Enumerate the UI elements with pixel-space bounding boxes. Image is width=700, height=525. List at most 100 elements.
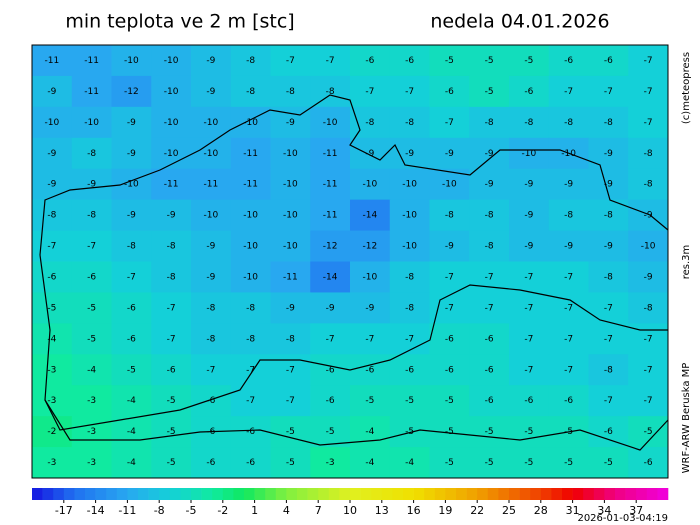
cell-value: -8 xyxy=(326,87,335,97)
cell-value: -10 xyxy=(283,180,298,190)
cell-value: -8 xyxy=(167,272,176,282)
cell-value: -6 xyxy=(365,365,374,375)
cell-value: -8 xyxy=(286,87,295,97)
grid-cell xyxy=(32,261,73,293)
grid-cell xyxy=(389,137,430,170)
colorbar-tick-label: -2 xyxy=(217,504,228,517)
grid-cell xyxy=(310,354,351,386)
grid-cell xyxy=(509,230,550,262)
grid-cell xyxy=(270,168,311,201)
cell-value: -8 xyxy=(405,303,414,313)
grid-cell xyxy=(230,168,271,201)
grid-cell xyxy=(230,323,271,355)
grid-cell xyxy=(548,230,589,262)
colorbar-segment xyxy=(530,488,542,500)
grid-cell xyxy=(389,385,430,417)
grid-cell xyxy=(270,137,311,170)
grid-cell xyxy=(111,199,152,232)
cell-value: -9 xyxy=(524,180,533,190)
grid-cell xyxy=(469,230,510,262)
colorbar-segment xyxy=(286,488,298,500)
colorbar-segment xyxy=(381,488,393,500)
cell-value: -9 xyxy=(524,211,533,221)
grid-cell xyxy=(628,230,669,262)
grid-cell xyxy=(509,106,550,139)
cell-value: -10 xyxy=(164,118,179,128)
grid-cell xyxy=(429,354,470,386)
grid-cell xyxy=(469,292,510,324)
grid-cell xyxy=(230,230,271,262)
cell-value: -6 xyxy=(445,334,454,344)
grid-cell xyxy=(270,292,311,324)
grid-cell xyxy=(32,199,73,232)
grid-cell xyxy=(71,168,112,201)
cell-value: -8 xyxy=(87,149,96,159)
grid-cell xyxy=(509,261,550,293)
grid-cell xyxy=(389,75,430,108)
grid-cell xyxy=(71,261,112,293)
cell-value: -5 xyxy=(485,458,494,468)
grid-cell xyxy=(270,385,311,417)
cell-value: -4 xyxy=(47,334,56,344)
grid-cell xyxy=(32,354,73,386)
cell-value: -3 xyxy=(326,458,335,468)
timestamp: 2026-01-03-04:19 xyxy=(577,513,668,524)
cell-value: -10 xyxy=(243,272,258,282)
grid-cell xyxy=(588,106,629,139)
grid-cell xyxy=(429,137,470,170)
cell-value: -6 xyxy=(326,396,335,406)
grid-cell xyxy=(32,447,73,479)
border-line xyxy=(39,254,668,431)
grid-cell xyxy=(469,45,510,77)
grid-cell xyxy=(509,354,550,386)
grid-cell xyxy=(270,261,311,293)
cell-value: -11 xyxy=(243,180,258,190)
colorbar-segment xyxy=(138,488,149,500)
cell-value: -11 xyxy=(164,180,179,190)
grid-cell xyxy=(111,75,152,108)
cell-value: -4 xyxy=(87,365,96,375)
grid-cell xyxy=(350,199,391,232)
cell-value: -9 xyxy=(87,180,96,190)
colorbar-segment xyxy=(339,488,351,500)
grid-cell xyxy=(310,106,351,139)
grid-cell xyxy=(310,261,351,293)
grid-cell xyxy=(548,385,589,417)
grid-cell xyxy=(71,447,112,479)
colorbar-tick-label: 28 xyxy=(534,504,548,517)
colorbar-segment xyxy=(95,488,107,500)
grid-cell xyxy=(71,106,112,139)
grid-cell xyxy=(389,261,430,293)
grid-cell xyxy=(588,137,629,170)
grid-cell xyxy=(71,416,112,448)
grid-cell xyxy=(628,354,669,386)
date: nedela 04.01.2026 xyxy=(430,11,609,33)
cell-value: -4 xyxy=(127,458,136,468)
cell-value: -10 xyxy=(164,56,179,66)
cell-value: -9 xyxy=(445,149,454,159)
cell-value: -7 xyxy=(405,334,414,344)
cell-value: -8 xyxy=(564,211,573,221)
cell-value: -7 xyxy=(644,365,653,375)
grid-cell xyxy=(628,106,669,139)
grid-cell xyxy=(548,354,589,386)
grid-cell xyxy=(191,75,232,108)
cell-value: -8 xyxy=(246,87,255,97)
cell-value: -10 xyxy=(124,180,139,190)
cell-value: -7 xyxy=(286,365,295,375)
grid-cell xyxy=(270,323,311,355)
cell-value: -7 xyxy=(246,365,255,375)
cell-value: -9 xyxy=(127,211,136,221)
cell-value: -5 xyxy=(604,458,613,468)
grid-cell xyxy=(151,292,192,324)
colorbar-segment xyxy=(254,488,266,500)
colorbar-tick-label: -5 xyxy=(186,504,197,517)
grid-cell xyxy=(151,323,192,355)
colorbar-segment xyxy=(583,488,595,500)
cell-value: -7 xyxy=(564,365,573,375)
cell-value: -6 xyxy=(127,303,136,313)
grid-cell xyxy=(588,292,629,324)
cell-value: -10 xyxy=(283,149,298,159)
cell-value: -4 xyxy=(127,427,136,437)
